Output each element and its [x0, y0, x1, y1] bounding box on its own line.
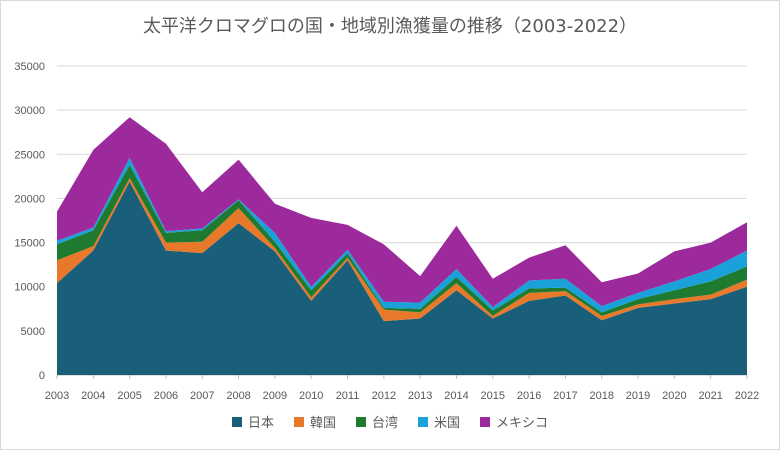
legend-swatch [480, 416, 491, 427]
x-tick-label: 2003 [45, 390, 69, 402]
legend-label: 日本 [247, 416, 274, 431]
legend-item: メキシコ [480, 412, 548, 431]
x-tick-label: 2006 [154, 390, 178, 402]
x-tick-label: 2017 [553, 390, 577, 402]
legend-item: 韓国 [293, 412, 336, 431]
x-tick-label: 2008 [226, 390, 250, 402]
x-tick-label: 2004 [81, 390, 105, 402]
x-tick-label: 2005 [117, 390, 141, 402]
x-tick-label: 2011 [336, 390, 360, 402]
legend-item: 台湾 [355, 412, 398, 431]
legend: 日本 韓国 台湾 米国 メキシコ [0, 412, 780, 431]
legend-label: 台湾 [371, 416, 398, 431]
legend-label: メキシコ [496, 416, 549, 431]
area-layer [57, 117, 747, 375]
x-tick-label: 2020 [662, 390, 686, 402]
x-tick-label: 2021 [698, 390, 722, 402]
legend-item: 日本 [231, 412, 274, 431]
y-tick-label: 15000 [14, 238, 45, 250]
y-tick-label: 5000 [21, 326, 45, 338]
x-tick-label: 2010 [299, 390, 323, 402]
area-series-台湾 [57, 164, 747, 316]
x-tick-label: 2007 [190, 390, 214, 402]
legend-swatch [418, 416, 428, 427]
x-tick-label: 2018 [589, 390, 613, 402]
x-tick-label: 2013 [408, 390, 432, 402]
area-series-メキシコ [57, 117, 747, 308]
y-tick-label: 20000 [14, 193, 45, 205]
legend-label: 韓国 [309, 416, 336, 431]
y-tick-label: 0 [39, 370, 45, 382]
legend-item: 米国 [418, 412, 460, 431]
x-tick-label: 2009 [263, 390, 287, 402]
x-tick-label: 2014 [444, 390, 468, 402]
legend-swatch [355, 416, 366, 427]
x-tick-label: 2019 [626, 390, 650, 402]
legend-swatch [231, 416, 242, 427]
x-tick-label: 2016 [517, 390, 541, 402]
x-tick-label: 2012 [372, 390, 396, 402]
y-tick-label: 10000 [14, 282, 45, 294]
axis-layer: 0 5000 10000 15000 20000 25000 30000 35000 2003 2… [14, 61, 759, 402]
legend-swatch [293, 416, 304, 427]
y-tick-label: 30000 [14, 105, 45, 117]
area-series-韓国 [57, 178, 747, 322]
x-tick-label: 2015 [481, 390, 505, 402]
area-series-日本 [57, 181, 747, 375]
y-tick-label: 35000 [14, 61, 45, 73]
chart-title: 太平洋クロマグロの国・地域別漁獲量の推移（2003-2022） [142, 16, 638, 37]
legend-label: 米国 [434, 416, 461, 431]
y-tick-label: 25000 [14, 149, 45, 161]
x-tick-label: 2022 [735, 390, 759, 402]
